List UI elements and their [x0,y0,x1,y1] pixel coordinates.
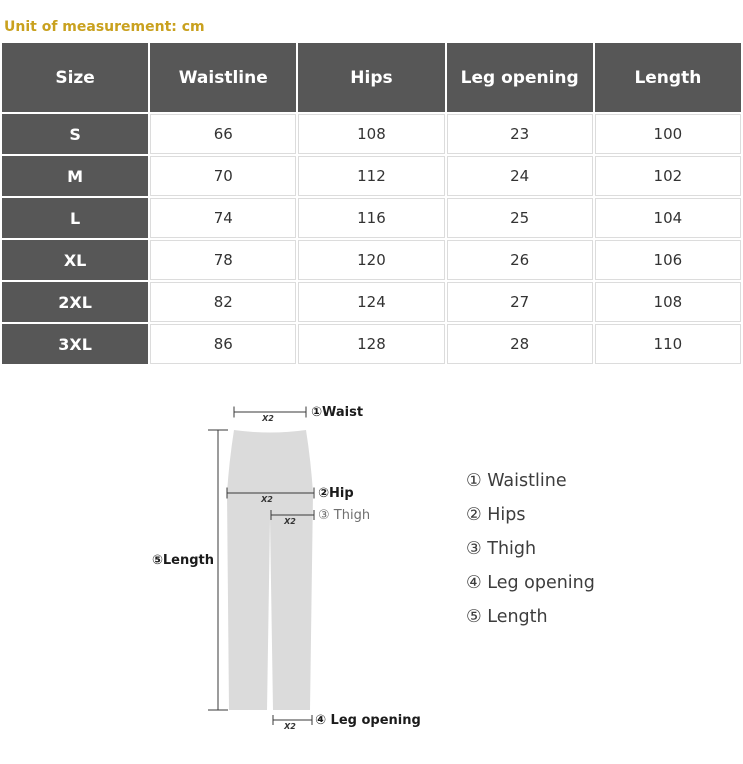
leg-opening-value: 25 [446,198,593,238]
hips-value: 108 [298,114,445,154]
waist-x2-label: X2 [262,414,274,423]
legend-item-leg-opening: ④ Leg opening [466,573,595,593]
leg-opening-value: 23 [446,114,593,154]
leg-opening-value: 26 [446,240,593,280]
hip-callout-label: ②Hip [318,486,354,501]
hip-x2-label: X2 [261,495,273,504]
leg-opening-measure-line [272,715,313,725]
length-value: 100 [594,114,741,154]
leg-opening-value: 24 [446,156,593,196]
hips-value: 112 [298,156,445,196]
page-title: Unit of measurement: cm [4,19,205,35]
table-row: L 74 116 25 104 [2,198,741,238]
hips-value: 116 [298,198,445,238]
size-chart-table: Size Waistline Hips Leg opening Length S… [0,41,743,366]
table-row: M 70 112 24 102 [2,156,741,196]
thigh-callout-label: ③ Thigh [318,508,371,523]
table-row: 2XL 82 124 27 108 [2,282,741,322]
waistline-value: 82 [150,282,297,322]
length-value: 106 [594,240,741,280]
pants-shape [227,430,313,710]
thigh-measure-line [270,510,315,520]
hips-value: 120 [298,240,445,280]
size-label: 2XL [2,282,149,322]
size-label: S [2,114,149,154]
legend-item-waistline: ① Waistline [466,471,567,491]
leg-opening-value: 28 [446,324,593,364]
waistline-value: 86 [150,324,297,364]
waistline-value: 74 [150,198,297,238]
leg-opening-value: 27 [446,282,593,322]
hip-measure-line [226,487,315,499]
length-callout-label: ⑤Length [151,553,214,568]
pants-diagram-svg [208,406,315,725]
column-header-waistline: Waistline [150,43,297,112]
length-value: 102 [594,156,741,196]
hips-value: 124 [298,282,445,322]
length-value: 104 [594,198,741,238]
waistline-value: 70 [150,156,297,196]
size-label: XL [2,240,149,280]
length-value: 108 [594,282,741,322]
waist-measure-line [233,406,307,418]
measurement-diagram: ①Waist X2 ②Hip X2 ③ Thigh X2 ⑤Length ④ L… [0,366,743,764]
legend-item-thigh: ③ Thigh [466,539,537,559]
column-header-length: Length [594,43,741,112]
column-header-hips: Hips [298,43,445,112]
waistline-value: 78 [150,240,297,280]
length-value: 110 [594,324,741,364]
size-label: M [2,156,149,196]
measurement-legend: ① Waistline ② Hips ③ Thigh ④ Leg opening… [466,471,595,628]
waist-callout-label: ①Waist [311,405,364,420]
legend-item-length: ⑤ Length [466,607,548,627]
hips-value: 128 [298,324,445,364]
leg-opening-x2-label: X2 [284,722,296,731]
legend-item-hips: ② Hips [466,505,526,525]
thigh-x2-label: X2 [284,517,296,526]
table-row: S 66 108 23 100 [2,114,741,154]
size-label: L [2,198,149,238]
table-row: XL 78 120 26 106 [2,240,741,280]
table-row: 3XL 86 128 28 110 [2,324,741,364]
length-measure-line [208,429,228,711]
waistline-value: 66 [150,114,297,154]
leg-opening-callout-label: ④ Leg opening [315,713,421,728]
column-header-leg-opening: Leg opening [446,43,593,112]
size-label: 3XL [2,324,149,364]
header-row: Size Waistline Hips Leg opening Length [2,43,741,112]
column-header-size: Size [2,43,149,112]
